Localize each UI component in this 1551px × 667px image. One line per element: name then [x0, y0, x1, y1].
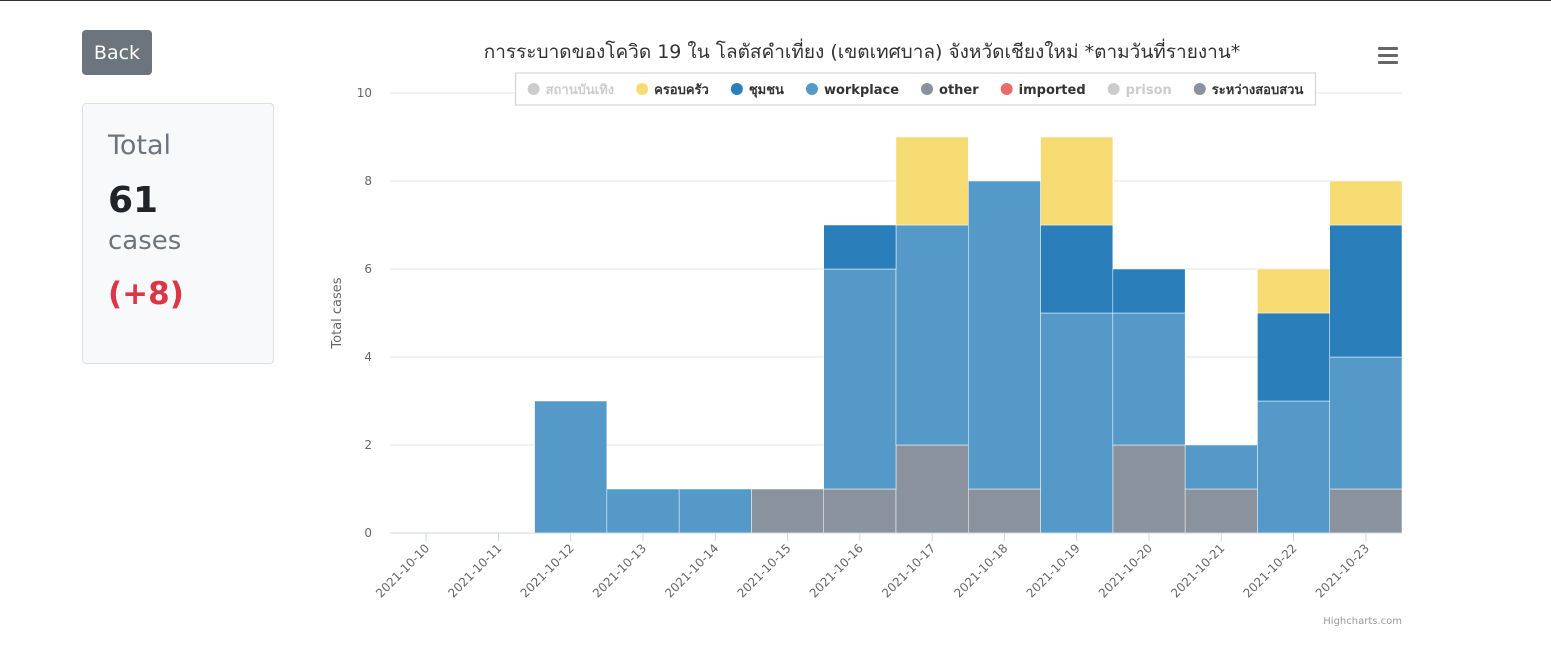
legend-dot	[1193, 83, 1206, 95]
legend: สถานบันเทิง ครอบครัว ชุมชน workplace other im…	[515, 72, 1316, 106]
back-button[interactable]: Back	[82, 30, 152, 75]
legend-item[interactable]: workplace	[805, 83, 899, 98]
bar-segment	[606, 488, 680, 534]
legend-label: workplace	[824, 83, 899, 98]
x-tick-label: 2021-10-14	[662, 541, 721, 600]
y-axis-title: Total cases	[330, 277, 345, 349]
legend-dot	[805, 83, 818, 95]
x-tick-label: 2021-10-18	[951, 541, 1010, 600]
legend-label: สถานบันเทิง	[546, 83, 615, 98]
bar-segment	[823, 488, 897, 534]
menu-bar	[1378, 61, 1398, 64]
legend-dot	[730, 83, 743, 95]
legend-item[interactable]: สถานบันเทิง	[527, 83, 615, 98]
bar-segment	[1329, 224, 1403, 358]
bar-segment	[1257, 268, 1330, 314]
legend-dot	[636, 83, 649, 95]
legend-dot	[527, 83, 540, 95]
bar-segment	[1329, 180, 1403, 226]
x-tick-label: 2021-10-15	[734, 541, 793, 600]
bar-segment	[968, 180, 1041, 490]
bar-segment	[1329, 356, 1403, 490]
bar-segment	[1040, 224, 1114, 314]
summary-unit: cases	[108, 226, 182, 256]
legend-label: imported	[1019, 83, 1086, 98]
bar-segment	[968, 488, 1041, 534]
legend-box	[515, 72, 1316, 106]
y-tick-label: 10	[357, 86, 372, 100]
x-tick-label: 2021-10-10	[373, 541, 432, 600]
y-tick-label: 2	[364, 438, 372, 452]
bar-segment	[534, 400, 608, 534]
bar-segment	[678, 488, 752, 534]
bar-segment	[1112, 312, 1186, 446]
y-tick-label: 0	[364, 526, 372, 540]
x-tick-label: 2021-10-19	[1024, 541, 1083, 600]
bar-segment	[1040, 312, 1114, 534]
bar-segment	[895, 136, 969, 226]
legend-dot	[921, 83, 934, 95]
summary-title: Total	[108, 130, 172, 161]
legend-label: ครอบครัว	[654, 83, 709, 98]
x-tick-label: 2021-10-16	[807, 541, 866, 600]
x-tick-label: 2021-10-22	[1240, 541, 1299, 600]
legend-item[interactable]: imported	[1000, 83, 1086, 98]
bar-segment	[895, 444, 969, 534]
bar-segment	[1329, 488, 1403, 534]
bar-segment	[1112, 268, 1186, 314]
x-tick-label: 2021-10-12	[518, 541, 577, 600]
x-tick-label: 2021-10-17	[879, 541, 938, 600]
summary-total: 61	[108, 180, 159, 221]
x-tick-label: 2021-10-23	[1313, 541, 1372, 600]
bar-segment	[1184, 444, 1258, 490]
chart-title: การระบาดของโควิด 19 ใน โลตัสคำเที่ยง (เข…	[484, 38, 1241, 63]
y-tick-label: 4	[364, 350, 372, 364]
menu-button[interactable]	[1378, 47, 1398, 64]
legend-label: other	[939, 83, 979, 98]
y-tick-label: 8	[364, 174, 372, 188]
legend-item[interactable]: ระหว่างสอบสวน	[1193, 83, 1304, 98]
legend-item[interactable]: prison	[1107, 83, 1172, 98]
bar-segment	[1257, 400, 1330, 534]
legend-label: ระหว่างสอบสวน	[1212, 83, 1304, 98]
bar-segment	[823, 268, 897, 490]
legend-item[interactable]: ครอบครัว	[636, 83, 709, 98]
legend-dot	[1000, 83, 1013, 95]
legend-label: ชุมชน	[749, 83, 784, 98]
legend-label: prison	[1126, 83, 1172, 98]
y-tick-label: 6	[364, 262, 372, 276]
x-tick-label: 2021-10-21	[1168, 541, 1227, 600]
x-tick-label: 2021-10-13	[590, 541, 649, 600]
legend-item[interactable]: ชุมชน	[730, 83, 784, 98]
bar-segment	[895, 224, 969, 446]
bar-segment	[751, 488, 824, 534]
x-tick-label: 2021-10-11	[445, 541, 504, 600]
bar-segment	[1257, 312, 1330, 402]
legend-item[interactable]: other	[921, 83, 979, 98]
bar-segment	[1112, 444, 1186, 534]
x-tick-label: 2021-10-20	[1096, 541, 1155, 600]
summary-card: Total 61 cases (+8)	[82, 103, 274, 364]
bar-segment	[1184, 488, 1258, 534]
menu-bar	[1378, 47, 1398, 50]
bar-segment	[823, 224, 897, 270]
bar-segment	[1040, 136, 1114, 226]
legend-dot	[1107, 83, 1120, 95]
menu-bar	[1378, 54, 1398, 57]
credits: Highcharts.com	[1323, 616, 1402, 627]
summary-change: (+8)	[108, 276, 184, 312]
